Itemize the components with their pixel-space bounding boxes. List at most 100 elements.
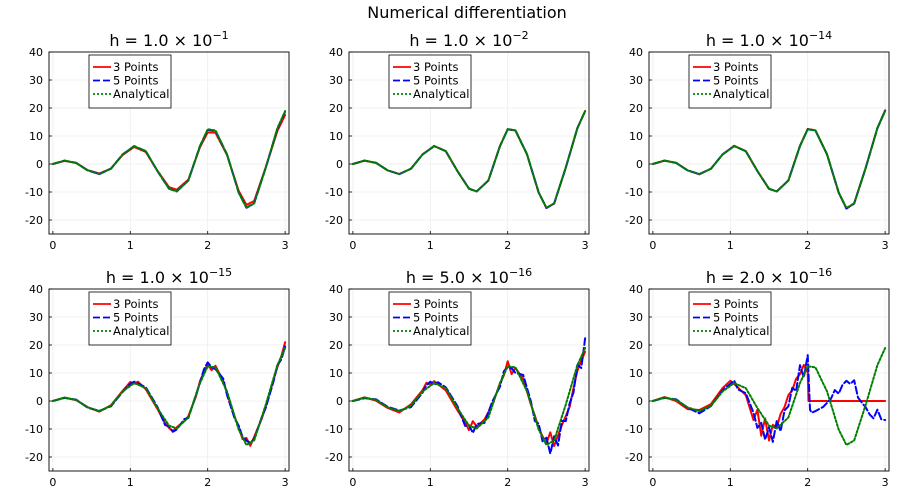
y-tick-label: 30 [329, 311, 343, 324]
y-tick-label: 20 [29, 339, 43, 352]
x-tick-label: 0 [649, 239, 656, 252]
chart-title-exponent: −2 [512, 29, 528, 42]
y-tick-label: 0 [636, 395, 643, 408]
chart-title-exponent: −1 [212, 29, 228, 42]
series-group [351, 110, 587, 209]
y-tick-label: -10 [25, 423, 43, 436]
series-line [651, 354, 887, 443]
chart-title: h = 2.0 × 10−16 [706, 266, 832, 287]
y-tick-label: 30 [629, 311, 643, 324]
y-tick-label: 40 [29, 283, 43, 296]
x-tick-label: 1 [727, 476, 734, 489]
legend-label: 3 Points [413, 60, 459, 74]
y-tick-label: 0 [36, 158, 43, 171]
y-tick-label: 40 [329, 283, 343, 296]
y-tick-label: 20 [629, 102, 643, 115]
x-tick-label: 3 [282, 476, 289, 489]
y-tick-label: -10 [625, 423, 643, 436]
x-tick-label: 0 [649, 476, 656, 489]
y-tick-label: 10 [329, 367, 343, 380]
x-tick-label: 2 [204, 239, 211, 252]
x-tick-label: 0 [349, 476, 356, 489]
chart-title: h = 1.0 × 10−15 [106, 266, 232, 287]
legend-label: 3 Points [713, 60, 759, 74]
legend-label: 3 Points [113, 297, 159, 311]
y-tick-label: -20 [625, 214, 643, 227]
y-tick-label: 10 [629, 367, 643, 380]
chart-title-exponent: −14 [809, 29, 832, 42]
chart-panel: h = 1.0 × 10−2 0 1 2 3 -20 -10 0 10 20 30 40 3 Point… [325, 29, 590, 252]
series-group [351, 337, 587, 455]
legend-label: Analytical [113, 324, 169, 338]
x-tick-label: 1 [427, 239, 434, 252]
x-tick-label: 1 [427, 476, 434, 489]
y-tick-label: 20 [629, 339, 643, 352]
y-tick-label: 30 [629, 74, 643, 87]
y-tick-label: 40 [329, 46, 343, 59]
chart-title: h = 1.0 × 10−14 [706, 29, 832, 50]
legend-label: 5 Points [413, 311, 459, 325]
y-tick-label: 10 [29, 130, 43, 143]
chart-title-exponent: −16 [509, 266, 532, 279]
x-tick-label: 2 [804, 239, 811, 252]
y-tick-label: 20 [329, 102, 343, 115]
x-tick-label: 2 [204, 476, 211, 489]
legend-box [388, 291, 472, 346]
x-tick-label: 3 [882, 476, 889, 489]
y-tick-label: 40 [629, 46, 643, 59]
series-group [651, 109, 887, 210]
series-line [351, 350, 587, 448]
y-tick-label: 20 [329, 339, 343, 352]
y-tick-label: 30 [29, 74, 43, 87]
legend-label: 5 Points [113, 311, 159, 325]
x-tick-label: 3 [582, 239, 589, 252]
chart-title: h = 5.0 × 10−16 [406, 266, 532, 287]
y-tick-label: -20 [25, 451, 43, 464]
y-tick-label: 30 [29, 311, 43, 324]
series-line [51, 114, 287, 206]
series-line [351, 110, 587, 209]
x-tick-label: 2 [504, 476, 511, 489]
plot-frame [48, 51, 290, 235]
x-tick-label: 1 [127, 239, 134, 252]
legend-label: 5 Points [713, 74, 759, 88]
y-tick-label: 10 [29, 367, 43, 380]
chart-title: h = 1.0 × 10−2 [409, 29, 528, 50]
series-line [651, 109, 887, 210]
plot-frame [648, 288, 890, 472]
legend-label: 3 Points [713, 297, 759, 311]
y-tick-label: 10 [629, 130, 643, 143]
x-tick-label: 3 [282, 239, 289, 252]
y-tick-label: -10 [625, 186, 643, 199]
series-line [51, 110, 287, 209]
chart-panel: h = 2.0 × 10−16 0 1 2 3 -20 -10 0 10 20 30 40 3 Poin… [625, 266, 890, 489]
legend-label: Analytical [413, 324, 469, 338]
legend-label: 5 Points [413, 74, 459, 88]
series-line [351, 110, 587, 209]
y-tick-label: 20 [29, 102, 43, 115]
y-tick-label: 0 [336, 158, 343, 171]
legend-box [88, 291, 172, 346]
legend-label: Analytical [413, 87, 469, 101]
y-tick-label: 0 [336, 395, 343, 408]
chart-title-base: h = 1.0 × 10 [109, 31, 212, 50]
series-line [651, 347, 887, 446]
chart-title-base: h = 1.0 × 10 [706, 31, 809, 50]
plot-frame [648, 51, 890, 235]
legend-label: 3 Points [413, 297, 459, 311]
chart-title: h = 1.0 × 10−1 [109, 29, 228, 50]
series-line [51, 110, 287, 209]
legend-label: Analytical [713, 324, 769, 338]
plot-frame [48, 288, 290, 472]
legend-label: Analytical [113, 87, 169, 101]
legend-box [688, 291, 772, 346]
plot-frame [348, 51, 590, 235]
legend-label: 5 Points [113, 74, 159, 88]
figure-title: Numerical differentiation [367, 3, 567, 22]
chart-title-base: h = 1.0 × 10 [106, 268, 209, 287]
